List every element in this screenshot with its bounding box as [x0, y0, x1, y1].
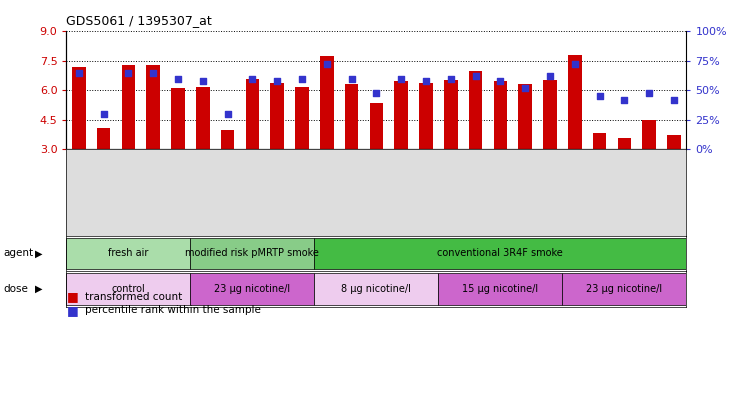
Point: [469, 73, 481, 79]
Bar: [270, 83, 284, 149]
Bar: [97, 128, 111, 149]
Text: 8 μg nicotine/l: 8 μg nicotine/l: [342, 284, 411, 294]
Bar: [494, 81, 507, 149]
Bar: [314, 273, 438, 305]
Bar: [146, 65, 160, 149]
Text: fresh air: fresh air: [108, 248, 148, 259]
Text: dose: dose: [4, 284, 29, 294]
Point: [345, 75, 357, 82]
Point: [246, 75, 258, 82]
Point: [668, 97, 680, 103]
Text: 23 μg nicotine/l: 23 μg nicotine/l: [586, 284, 663, 294]
Point: [272, 78, 283, 84]
Point: [73, 70, 85, 76]
Text: ■: ■: [66, 290, 78, 303]
Bar: [66, 273, 190, 305]
Bar: [314, 237, 686, 270]
Point: [494, 78, 506, 84]
Point: [445, 75, 457, 82]
Point: [123, 70, 134, 76]
Text: GDS5061 / 1395307_at: GDS5061 / 1395307_at: [66, 15, 212, 28]
Text: ■: ■: [66, 304, 78, 317]
Bar: [667, 134, 680, 149]
Point: [618, 97, 630, 103]
Text: transformed count: transformed count: [85, 292, 182, 302]
Bar: [122, 65, 135, 149]
Point: [221, 111, 233, 117]
Point: [520, 85, 531, 91]
Point: [644, 90, 655, 96]
Point: [321, 61, 333, 68]
Bar: [345, 84, 359, 149]
Bar: [190, 237, 314, 270]
Point: [569, 61, 581, 68]
Text: agent: agent: [4, 248, 34, 259]
Point: [97, 111, 109, 117]
Bar: [320, 56, 334, 149]
Text: modified risk pMRTP smoke: modified risk pMRTP smoke: [185, 248, 320, 259]
Bar: [370, 103, 383, 149]
Bar: [394, 81, 408, 149]
Bar: [72, 67, 86, 149]
Text: percentile rank within the sample: percentile rank within the sample: [85, 305, 261, 316]
Point: [420, 78, 432, 84]
Point: [148, 70, 159, 76]
Bar: [190, 273, 314, 305]
Bar: [171, 88, 184, 149]
Bar: [196, 87, 210, 149]
Bar: [562, 273, 686, 305]
Bar: [246, 79, 259, 149]
Bar: [221, 130, 235, 149]
Text: ▶: ▶: [35, 284, 43, 294]
Text: 15 μg nicotine/l: 15 μg nicotine/l: [462, 284, 539, 294]
Point: [197, 78, 209, 84]
Point: [172, 75, 184, 82]
Text: 23 μg nicotine/l: 23 μg nicotine/l: [214, 284, 291, 294]
Bar: [469, 71, 483, 149]
Point: [370, 90, 382, 96]
Text: control: control: [111, 284, 145, 294]
Bar: [518, 83, 532, 149]
Bar: [444, 79, 458, 149]
Text: ▶: ▶: [35, 248, 43, 259]
Bar: [618, 138, 631, 149]
Bar: [66, 237, 190, 270]
Bar: [543, 79, 556, 149]
Bar: [438, 273, 562, 305]
Bar: [593, 132, 607, 149]
Bar: [568, 55, 582, 149]
Bar: [295, 87, 308, 149]
Point: [544, 73, 556, 79]
Bar: [642, 120, 656, 149]
Point: [296, 75, 308, 82]
Bar: [419, 83, 432, 149]
Point: [396, 75, 407, 82]
Point: [593, 93, 605, 99]
Text: conventional 3R4F smoke: conventional 3R4F smoke: [438, 248, 563, 259]
